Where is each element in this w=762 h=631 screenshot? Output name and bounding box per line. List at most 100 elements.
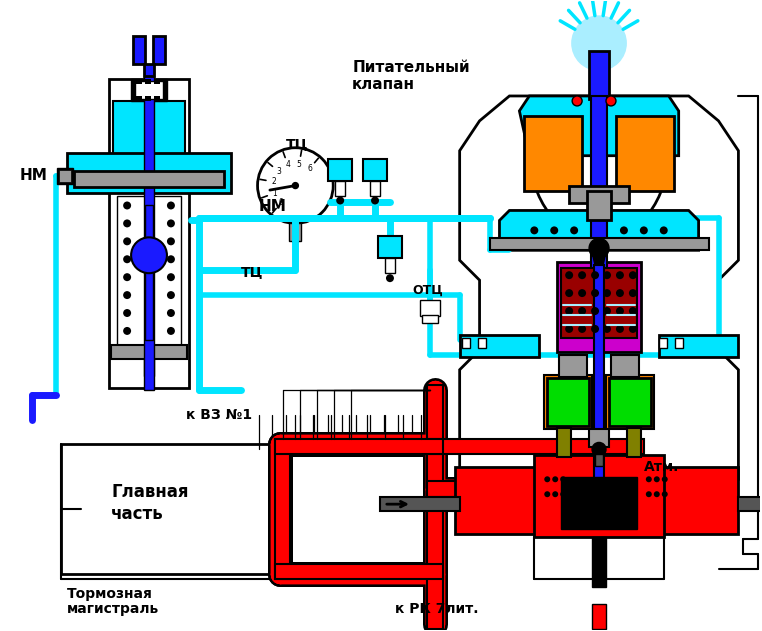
Bar <box>75 170 224 187</box>
Bar <box>59 170 72 182</box>
Text: часть: часть <box>111 505 164 523</box>
Circle shape <box>565 289 573 297</box>
Polygon shape <box>427 439 644 454</box>
Bar <box>616 116 674 191</box>
Bar <box>659 335 738 357</box>
Bar <box>547 378 589 425</box>
Circle shape <box>578 271 586 279</box>
Bar <box>589 430 609 447</box>
Bar <box>609 378 651 425</box>
Polygon shape <box>499 211 699 251</box>
Bar <box>133 36 145 64</box>
Bar <box>145 96 151 101</box>
Circle shape <box>552 476 559 482</box>
Bar <box>154 96 160 101</box>
Circle shape <box>606 96 616 106</box>
Text: Атм.: Атм. <box>644 461 679 475</box>
Circle shape <box>660 227 668 234</box>
Text: к ВЗ №1: к ВЗ №1 <box>186 408 252 422</box>
Circle shape <box>123 201 131 209</box>
Polygon shape <box>276 439 443 454</box>
Circle shape <box>654 491 660 497</box>
Circle shape <box>616 325 624 333</box>
Polygon shape <box>276 439 290 579</box>
Bar <box>557 428 572 457</box>
Circle shape <box>578 307 586 315</box>
Circle shape <box>603 271 611 279</box>
Circle shape <box>661 491 668 497</box>
Bar <box>370 180 380 196</box>
Circle shape <box>544 491 550 497</box>
Circle shape <box>578 289 586 297</box>
Circle shape <box>616 271 624 279</box>
Bar <box>674 338 683 348</box>
Circle shape <box>123 273 131 281</box>
Circle shape <box>572 15 627 71</box>
Text: 3: 3 <box>276 167 281 176</box>
Bar <box>111 345 187 359</box>
Circle shape <box>550 227 559 234</box>
Bar <box>606 375 654 430</box>
Bar <box>144 358 154 375</box>
Bar <box>569 186 629 203</box>
Circle shape <box>167 201 175 209</box>
Circle shape <box>629 325 637 333</box>
Bar <box>593 36 605 56</box>
Bar <box>363 158 387 180</box>
Circle shape <box>123 256 131 263</box>
Bar <box>559 355 587 377</box>
Bar <box>144 76 154 390</box>
Bar <box>328 158 352 180</box>
Bar <box>57 168 73 184</box>
Circle shape <box>616 289 624 297</box>
Bar <box>422 315 437 323</box>
Text: ТЦ: ТЦ <box>286 137 308 151</box>
Bar <box>380 497 459 511</box>
Text: 1: 1 <box>273 189 277 198</box>
Polygon shape <box>455 468 738 534</box>
Bar <box>627 428 641 457</box>
Circle shape <box>578 325 586 333</box>
Circle shape <box>572 96 582 106</box>
Circle shape <box>640 227 648 234</box>
Bar <box>595 454 603 466</box>
Text: 6: 6 <box>307 164 312 174</box>
Bar <box>557 262 641 352</box>
Circle shape <box>123 309 131 317</box>
Circle shape <box>591 307 599 315</box>
Circle shape <box>570 227 578 234</box>
Bar <box>489 239 709 251</box>
Bar <box>67 153 231 192</box>
Circle shape <box>258 148 333 223</box>
Polygon shape <box>520 96 679 156</box>
Circle shape <box>371 196 379 204</box>
Bar <box>611 355 639 377</box>
Circle shape <box>167 273 175 281</box>
Circle shape <box>592 442 606 456</box>
Circle shape <box>565 325 573 333</box>
Circle shape <box>123 291 131 299</box>
Circle shape <box>591 271 599 279</box>
Circle shape <box>167 256 175 263</box>
Circle shape <box>167 327 175 335</box>
Bar <box>462 338 469 348</box>
Bar <box>420 300 440 316</box>
Text: ОТЦ: ОТЦ <box>413 283 443 297</box>
Circle shape <box>629 271 637 279</box>
Circle shape <box>646 476 652 482</box>
Circle shape <box>293 182 299 189</box>
Circle shape <box>167 291 175 299</box>
Polygon shape <box>427 481 648 497</box>
Bar <box>145 206 153 340</box>
Bar <box>587 191 611 220</box>
Bar <box>290 223 301 241</box>
Bar <box>738 497 762 511</box>
Circle shape <box>620 227 628 234</box>
Text: Тормозная: Тормозная <box>66 587 152 601</box>
Text: НМ: НМ <box>20 168 47 183</box>
Circle shape <box>616 307 624 315</box>
Bar <box>154 79 160 84</box>
Bar <box>544 375 592 430</box>
Circle shape <box>603 325 611 333</box>
Text: к РК 7лит.: к РК 7лит. <box>395 602 479 616</box>
